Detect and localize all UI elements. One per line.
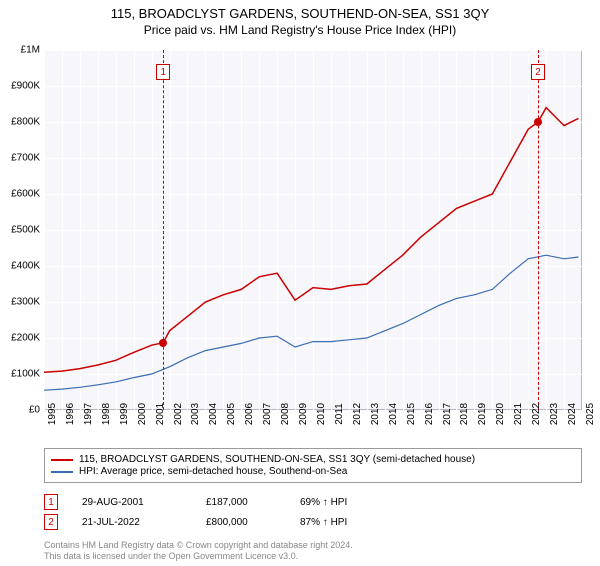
y-axis-label: £100K [11, 369, 40, 380]
event-marker-badge: 2 [531, 64, 545, 80]
x-axis-label: 2000 [137, 403, 148, 425]
event-row: 2 21-JUL-2022 £800,000 87% ↑ HPI [44, 514, 582, 530]
event-hpi: 69% ↑ HPI [300, 497, 390, 508]
x-axis-label: 2025 [585, 403, 596, 425]
y-axis-label: £500K [11, 225, 40, 236]
y-axis-label: £1M [21, 45, 40, 56]
legend-label: 115, BROADCLYST GARDENS, SOUTHEND-ON-SEA… [79, 454, 475, 465]
event-line [163, 50, 164, 410]
x-axis-label: 1995 [47, 403, 58, 425]
footer-line: Contains HM Land Registry data © Crown c… [44, 540, 353, 551]
event-marker-badge: 1 [156, 64, 170, 80]
legend-item: HPI: Average price, semi-detached house,… [51, 466, 575, 477]
chart-area: 12 £0£100K£200K£300K£400K£500K£600K£700K… [44, 50, 582, 410]
series-line-hpi [44, 255, 578, 390]
grid-line [582, 50, 583, 410]
event-price: £187,000 [206, 497, 276, 508]
y-axis-label: £0 [29, 405, 40, 416]
series-line-property [44, 108, 578, 373]
x-axis-label: 2011 [334, 403, 345, 425]
x-axis-label: 1999 [119, 403, 130, 425]
event-date: 29-AUG-2001 [82, 497, 182, 508]
price-marker [534, 118, 542, 126]
footer-line: This data is licensed under the Open Gov… [44, 551, 353, 562]
x-axis-label: 2008 [280, 403, 291, 425]
event-hpi: 87% ↑ HPI [300, 517, 390, 528]
chart-lines [44, 50, 582, 410]
event-date: 21-JUL-2022 [82, 517, 182, 528]
event-number-badge: 2 [44, 514, 58, 530]
event-line [538, 50, 539, 410]
x-axis-label: 2021 [513, 403, 524, 425]
events-table: 1 29-AUG-2001 £187,000 69% ↑ HPI 2 21-JU… [44, 490, 582, 534]
x-axis-label: 2007 [262, 403, 273, 425]
x-axis-label: 2019 [477, 403, 488, 425]
event-row: 1 29-AUG-2001 £187,000 69% ↑ HPI [44, 494, 582, 510]
y-axis-label: £600K [11, 189, 40, 200]
x-axis-label: 2014 [388, 403, 399, 425]
x-axis-label: 2017 [442, 403, 453, 425]
x-axis-label: 2010 [316, 403, 327, 425]
x-axis-label: 2016 [424, 403, 435, 425]
x-axis-label: 2005 [226, 403, 237, 425]
legend: 115, BROADCLYST GARDENS, SOUTHEND-ON-SEA… [44, 448, 582, 483]
x-axis-label: 1998 [101, 403, 112, 425]
page-title: 115, BROADCLYST GARDENS, SOUTHEND-ON-SEA… [0, 6, 600, 21]
y-axis-label: £700K [11, 153, 40, 164]
x-axis-label: 2004 [208, 403, 219, 425]
legend-swatch [51, 459, 73, 461]
event-number-badge: 1 [44, 494, 58, 510]
x-axis-label: 2023 [549, 403, 560, 425]
x-axis-label: 2006 [244, 403, 255, 425]
x-axis-label: 2003 [190, 403, 201, 425]
x-axis-label: 2022 [531, 403, 542, 425]
page-subtitle: Price paid vs. HM Land Registry's House … [0, 23, 600, 37]
event-price: £800,000 [206, 517, 276, 528]
y-axis-label: £900K [11, 81, 40, 92]
x-axis-label: 2009 [298, 403, 309, 425]
footer: Contains HM Land Registry data © Crown c… [44, 540, 353, 562]
chart-container: 115, BROADCLYST GARDENS, SOUTHEND-ON-SEA… [0, 6, 600, 566]
x-axis-label: 2001 [155, 403, 166, 425]
y-axis-label: £400K [11, 261, 40, 272]
y-axis-label: £300K [11, 297, 40, 308]
x-axis-label: 2020 [495, 403, 506, 425]
legend-swatch [51, 471, 73, 473]
legend-label: HPI: Average price, semi-detached house,… [79, 466, 347, 477]
x-axis-label: 1996 [65, 403, 76, 425]
price-marker [159, 339, 167, 347]
x-axis-label: 2012 [352, 403, 363, 425]
legend-item: 115, BROADCLYST GARDENS, SOUTHEND-ON-SEA… [51, 454, 575, 465]
x-axis-label: 2002 [173, 403, 184, 425]
x-axis-label: 2024 [567, 403, 578, 425]
x-axis-label: 2018 [459, 403, 470, 425]
y-axis-label: £800K [11, 117, 40, 128]
x-axis-label: 2015 [406, 403, 417, 425]
x-axis-label: 1997 [83, 403, 94, 425]
y-axis-label: £200K [11, 333, 40, 344]
x-axis-label: 2013 [370, 403, 381, 425]
